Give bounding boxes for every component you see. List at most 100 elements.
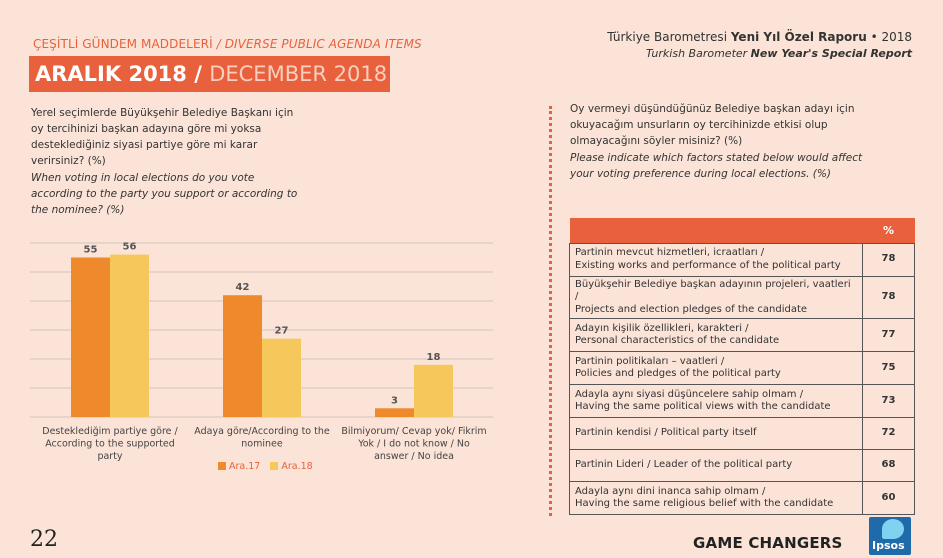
bar-chart: 55 56 Desteklediğim partiye göre / Accordin… [30,242,493,462]
category-label: Yok / I do not know / No [357,439,470,450]
factor-value: 72 [862,417,915,450]
data-label: 3 [391,395,398,406]
category-label: nominee [241,439,283,450]
table-row: Partinin politikaları – vaatleri / Polici… [569,351,915,385]
chart-legend: Ara.17 Ara.18 [218,461,313,472]
table-header-percent: % [862,218,915,243]
factor-value: 75 [862,351,915,385]
table-row: Büyükşehir Belediye başkan adayının proj… [569,275,915,319]
report-en-name: New Year's Special Report [750,47,912,60]
factor-label-en: Policies and pledges of the political pa… [575,368,781,379]
factor-value: 78 [862,275,915,319]
legend-label-0: Ara.17 [229,461,261,472]
bar-Ara-17 [375,408,414,417]
report-name: Yeni Yıl Özel Raporu [730,30,867,44]
report-en-prefix: Turkish Barometer [645,47,751,60]
bar-Ara-17 [223,295,262,417]
data-label: 56 [123,242,137,253]
factor-label-tr: Adayla aynı dini inanca sahip olmam / [575,485,766,497]
factor-label: Adayın kişilik özellikleri, karakteri / P… [569,318,863,352]
right-question-en: Please indicate which factors stated bel… [570,152,863,180]
factor-label-en: Personal characteristics of the candidat… [575,335,780,346]
report-title-tr: Türkiye Barometresi Yeni Yıl Özel Raporu… [607,30,912,44]
report-year: • 2018 [866,30,912,44]
factor-label: Büyükşehir Belediye başkan adayının proj… [569,275,863,319]
factor-label: Partinin mevcut hizmetleri, icraatları /… [569,242,863,277]
right-question: Oy vermeyi düşündüğünüz Belediye başkan … [570,101,870,182]
factor-label: Adayla aynı siyasi düşüncelere sahip olm… [569,384,863,418]
left-question-en: When voting in local elections do you vo… [31,172,298,216]
report-prefix: Türkiye Barometresi [607,30,731,44]
factor-value: 73 [862,384,915,418]
report-title-en: Turkish Barometer New Year's Special Rep… [607,47,912,60]
date-separator: / [186,62,210,86]
page-number: 22 [30,527,58,552]
bar-Ara-18 [110,254,149,417]
legend-swatch-0 [218,462,226,470]
factor-label-en: Existing works and performance of the po… [575,259,841,271]
logo-bubble [882,519,904,539]
section-title-tr: ÇEŞİTLİ GÜNDEM MADDELERİ [33,37,213,51]
factor-label-tr: Partinin Lideri / Leader of the politica… [575,459,793,471]
category-label: According to the supported [45,439,175,450]
table-row: Partinin kendisi / Political party itsel… [569,417,915,450]
table-body: Partinin mevcut hizmetleri, icraatları /… [569,242,915,515]
category-label: Desteklediğim partiye göre / [42,426,178,437]
table-row: Adayın kişilik özellikleri, karakteri / P… [569,318,915,352]
factor-value: 78 [862,242,915,277]
legend-item-0: Ara.17 [218,461,260,472]
logo-text: Ipsos [872,539,905,552]
factor-label: Partinin politikaları – vaatleri / Polici… [569,351,863,385]
table-row: Adayla aynı siyasi düşüncelere sahip olm… [569,384,915,418]
factor-label-en: Projects and election pledges of the can… [575,303,808,315]
factors-table: % Partinin mevcut hizmetleri, icraatları… [569,218,915,515]
category-label: Bilmiyorum/ Cevap yok/ Fikrim [341,426,486,437]
category-label: Adaya göre/According to the [194,426,330,437]
table-row: Partinin mevcut hizmetleri, icraatları /… [569,242,915,277]
factor-label-tr: Partinin kendisi / Political party itsel… [575,427,757,439]
factor-value: 60 [862,481,915,515]
table-row: Partinin Lideri / Leader of the politica… [569,449,915,482]
report-title: Türkiye Barometresi Yeni Yıl Özel Raporu… [607,30,912,60]
factor-label: Adayla aynı dini inanca sahip olmam / Hav… [569,481,863,515]
ipsos-logo: Ipsos [869,517,911,555]
factor-value: 68 [862,449,915,482]
factor-label-tr: Adayla aynı siyasi düşüncelere sahip olm… [575,388,804,400]
bar-Ara-18 [414,364,453,417]
legend-label-1: Ara.18 [281,461,313,472]
factor-label-tr: Partinin mevcut hizmetleri, icraatları / [575,247,765,258]
left-question: Yerel seçimlerde Büyükşehir Belediye Baş… [31,105,301,218]
table-header-row: % [569,218,915,243]
section-title-en: DIVERSE PUBLIC AGENDA ITEMS [224,37,422,51]
bar-Ara-17 [71,257,110,417]
category-label: answer / No idea [374,451,454,462]
factor-label: Partinin kendisi / Political party itsel… [569,417,863,450]
tagline: GAME CHANGERS [693,534,843,552]
table-header-label [569,218,863,243]
category-label: party [97,451,122,462]
data-label: 42 [236,282,250,293]
left-question-tr: Yerel seçimlerde Büyükşehir Belediye Baş… [31,107,294,167]
bar-Ara-18 [262,338,301,417]
factor-label-tr: Adayın kişilik özellikleri, karakteri / [575,322,749,334]
date-en: DECEMBER 2018 [209,62,388,86]
factor-value: 77 [862,318,915,352]
column-divider [549,106,552,516]
factor-label-tr: Büyükşehir Belediye başkan adayının proj… [575,278,851,303]
date-banner: ARALIK 2018 / DECEMBER 2018 [29,56,390,92]
legend-swatch-1 [270,462,279,470]
factor-label-en: Having the same political views with the… [575,401,831,412]
legend-item-1: Ara.18 [270,461,313,472]
data-label: 18 [427,352,441,363]
factor-label-en: Having the same religious belief with th… [575,498,834,509]
table-row: Adayla aynı dini inanca sahip olmam / Hav… [569,481,915,515]
section-title: ÇEŞİTLİ GÜNDEM MADDELERİ / DIVERSE PUBLI… [33,37,422,51]
factor-label: Partinin Lideri / Leader of the politica… [569,449,863,482]
section-title-separator: / [212,37,225,51]
factor-label-tr: Partinin politikaları – vaatleri / [575,355,725,367]
right-question-tr: Oy vermeyi düşündüğünüz Belediye başkan … [570,103,855,147]
date-tr: ARALIK 2018 [35,62,187,86]
data-label: 55 [84,245,98,256]
data-label: 27 [275,326,289,337]
